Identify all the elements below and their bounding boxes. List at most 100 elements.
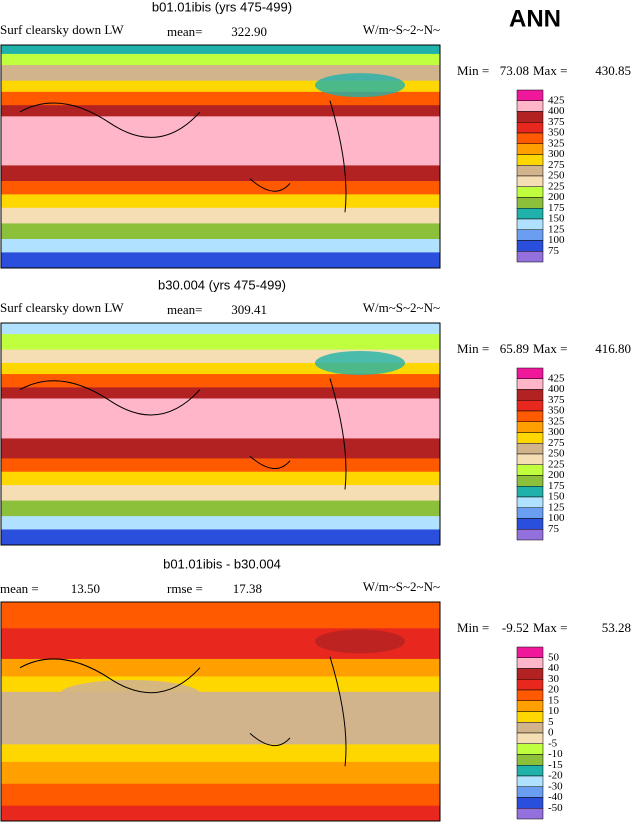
colorbar-label: 325 <box>548 137 565 149</box>
colorbar-label: 225 <box>548 458 565 470</box>
colorbar-box <box>516 722 544 734</box>
map-band <box>1 207 440 224</box>
min-value: -9.52 <box>502 620 529 635</box>
panel-title: b01.01ibis (yrs 475-499) <box>152 0 292 14</box>
colorbar-label: 250 <box>548 448 565 460</box>
map-band <box>1 239 440 253</box>
colorbar-box <box>516 496 544 508</box>
colorbar-label: 20 <box>548 684 560 696</box>
colorbar-box <box>516 507 544 519</box>
max-label: Max = <box>533 620 567 635</box>
colorbar-label: -30 <box>548 780 563 792</box>
colorbar-label: 300 <box>548 426 565 438</box>
season-label: ANN <box>509 5 561 32</box>
units: W/m~S~2~N~ <box>363 300 440 315</box>
colorbar-label: 0 <box>548 727 554 739</box>
colorbar-box <box>516 711 544 723</box>
colorbar-box <box>516 486 544 498</box>
colorbar-box <box>516 668 544 680</box>
colorbar-box <box>516 240 544 252</box>
map-band <box>1 485 440 502</box>
colorbar-label: 375 <box>548 394 565 406</box>
colorbar-box <box>516 732 544 744</box>
mean-label: mean= <box>167 24 202 39</box>
map-band <box>1 387 440 399</box>
colorbar-label: 100 <box>548 512 565 524</box>
map-band <box>1 194 440 209</box>
colorbar-label: 50 <box>548 651 560 663</box>
colorbar-box <box>516 389 544 401</box>
map-band <box>1 105 440 117</box>
colorbar-box <box>516 378 544 390</box>
colorbar-label: 175 <box>548 480 565 492</box>
map-frame <box>0 601 441 822</box>
mean-label: mean = <box>0 581 39 596</box>
map-feature <box>315 73 405 98</box>
map-band <box>1 165 440 182</box>
map-band <box>1 744 440 763</box>
colorbar-label: 400 <box>548 383 565 395</box>
field-name: Surf clearsky down LW <box>0 300 124 315</box>
colorbar-label: 275 <box>548 437 565 449</box>
colorbar-label: 200 <box>548 191 565 203</box>
colorbar-label: 150 <box>548 491 565 503</box>
units: W/m~S~2~N~ <box>363 579 440 594</box>
colorbar-box <box>516 464 544 476</box>
colorbar-box <box>516 186 544 198</box>
map-feature <box>60 124 200 153</box>
map-band <box>1 761 440 785</box>
colorbar-box <box>516 229 544 241</box>
colorbar-box <box>516 175 544 187</box>
map-band <box>1 458 440 473</box>
rmse-value: 17.38 <box>233 581 262 596</box>
colorbar-box <box>516 443 544 455</box>
colorbar-box <box>516 475 544 487</box>
colorbar-label: 225 <box>548 180 565 192</box>
map-band <box>1 529 440 546</box>
min-label: Min = <box>457 341 489 356</box>
min-label: Min = <box>457 63 489 78</box>
colorbar-label: 100 <box>548 234 565 246</box>
colorbar-box <box>516 646 544 658</box>
colorbar-box <box>516 786 544 798</box>
colorbar-box <box>516 754 544 766</box>
colorbar-label: 425 <box>548 94 565 106</box>
colorbar-label: 125 <box>548 223 565 235</box>
map-band <box>1 252 440 269</box>
map-band <box>1 602 440 629</box>
colorbar-label: 425 <box>548 372 565 384</box>
map-band <box>1 181 440 195</box>
map-band <box>1 374 440 388</box>
colorbar-box <box>516 367 544 379</box>
colorbar-label: 40 <box>548 662 560 674</box>
rmse-label: rmse = <box>167 581 203 596</box>
colorbar-label: -5 <box>548 737 558 749</box>
coastline <box>19 100 347 213</box>
colorbar-box <box>516 689 544 701</box>
colorbar-box <box>516 453 544 465</box>
map-band <box>1 516 440 530</box>
map-feature <box>315 350 405 375</box>
colorbar-box <box>516 251 544 263</box>
colorbar-box <box>516 89 544 101</box>
colorbar-label: 250 <box>548 170 565 182</box>
colorbar-label: 75 <box>548 523 560 535</box>
min-value: 65.89 <box>500 341 529 356</box>
max-label: Max = <box>533 63 567 78</box>
colorbar-box <box>516 400 544 412</box>
colorbar-label: 400 <box>548 105 565 117</box>
mean-label: mean= <box>167 302 202 317</box>
map-feature <box>315 629 405 654</box>
mean-value: 322.90 <box>231 24 267 39</box>
colorbar-label: -20 <box>548 770 563 782</box>
map-frame <box>0 44 441 269</box>
colorbar-box <box>516 100 544 112</box>
colorbar-label: 350 <box>548 405 565 417</box>
map-band <box>1 658 440 677</box>
colorbar-box <box>516 775 544 787</box>
map-band <box>1 223 440 240</box>
map-band <box>1 323 440 335</box>
map-band <box>1 438 440 459</box>
map-feature <box>60 402 200 431</box>
